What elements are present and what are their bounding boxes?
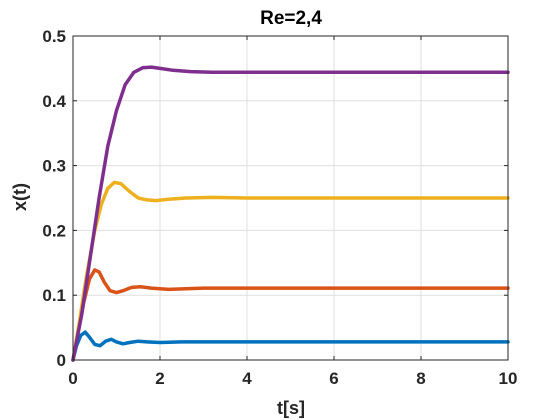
y-tick-label: 0.5 [42, 27, 66, 46]
chart-title: Re=2,4 [260, 8, 322, 29]
tick-labels: 0 2 4 6 8 10 0 0.1 0.2 0.3 0.4 0.5 [42, 27, 517, 388]
y-axis-label: x(t) [10, 183, 30, 211]
series-line-3 [71, 180, 510, 362]
plot-frame [72, 35, 509, 361]
series-line-1 [71, 330, 510, 362]
axes [72, 35, 509, 361]
y-tick-label: 0.1 [42, 286, 66, 305]
x-tick-label: 8 [416, 369, 425, 388]
x-axis-label: t[s] [277, 398, 305, 418]
x-tick-label: 2 [155, 369, 164, 388]
y-tick-label: 0.3 [42, 157, 66, 176]
y-tick-label: 0.4 [42, 92, 66, 111]
x-tick-label: 4 [242, 369, 252, 388]
x-tick-label: 6 [329, 369, 338, 388]
x-tick-label: 0 [68, 369, 77, 388]
y-tick-label: 0 [57, 351, 66, 370]
x-tick-label: 10 [499, 369, 518, 388]
y-tick-label: 0.2 [42, 221, 66, 240]
series-line-2 [71, 268, 510, 362]
series-group [71, 65, 510, 362]
series-line-4 [71, 65, 510, 362]
